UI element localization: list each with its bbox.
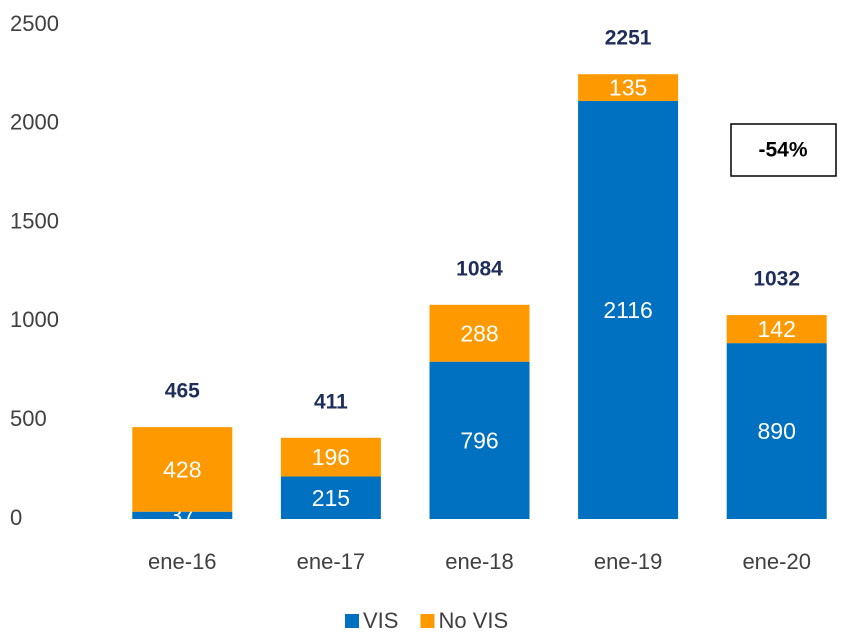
x-tick-label: ene-16 xyxy=(148,549,217,574)
bar-segment xyxy=(132,511,233,519)
total-label: 1032 xyxy=(753,268,800,291)
value-label: 215 xyxy=(312,485,350,511)
total-label: 2251 xyxy=(605,27,652,50)
legend-label: VIS xyxy=(363,608,398,633)
bar-segment xyxy=(280,437,381,477)
bar-segment xyxy=(429,304,530,362)
value-label: 135 xyxy=(609,75,647,101)
annotation-box xyxy=(730,123,837,177)
bar-segment xyxy=(429,361,530,519)
value-label: 428 xyxy=(163,456,201,482)
legend-label: No VIS xyxy=(438,608,508,633)
bar-segment xyxy=(578,74,679,101)
bar-segment xyxy=(132,427,233,512)
value-label: 288 xyxy=(460,320,498,346)
y-tick-label: 0 xyxy=(10,505,22,530)
value-label: 142 xyxy=(758,316,796,342)
x-tick-label: ene-19 xyxy=(594,549,663,574)
bar-segment xyxy=(726,315,827,344)
bar-segment xyxy=(726,343,827,519)
total-label: 411 xyxy=(314,390,348,413)
y-tick-label: 1500 xyxy=(10,208,59,233)
x-tick-label: ene-17 xyxy=(297,549,366,574)
x-tick-label: ene-20 xyxy=(742,549,811,574)
annotation: -54% xyxy=(758,139,807,162)
legend-swatch xyxy=(345,614,359,628)
total-label: 465 xyxy=(165,380,200,403)
value-label: 2116 xyxy=(603,297,652,323)
y-tick-label: 2000 xyxy=(10,110,59,135)
value-label: 796 xyxy=(460,427,498,453)
bar-segment xyxy=(280,476,381,519)
legend-swatch xyxy=(420,614,435,628)
total-label: 1084 xyxy=(456,257,503,280)
y-tick-label: 2500 xyxy=(10,11,59,36)
y-tick-label: 1000 xyxy=(10,307,59,332)
bar-segment xyxy=(578,100,679,519)
y-tick-label: 500 xyxy=(10,406,47,431)
value-label: 890 xyxy=(758,418,796,444)
value-label: 196 xyxy=(312,444,350,470)
x-tick-label: ene-18 xyxy=(445,549,514,574)
